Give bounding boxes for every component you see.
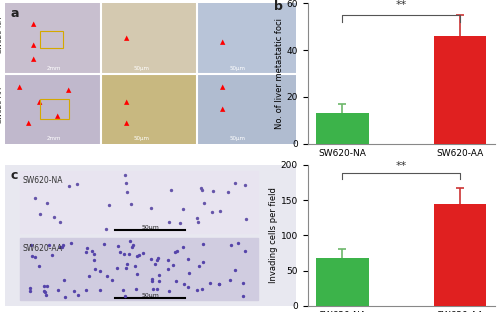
Text: c: c xyxy=(11,169,18,182)
Text: ▲: ▲ xyxy=(32,21,36,27)
Text: 50μm: 50μm xyxy=(134,136,150,141)
Text: ▲: ▲ xyxy=(124,35,130,41)
Text: ▲: ▲ xyxy=(124,99,130,105)
Bar xyxy=(434,36,486,144)
Text: ▲: ▲ xyxy=(54,113,60,119)
Text: b: b xyxy=(274,0,282,13)
Text: ▲: ▲ xyxy=(66,87,71,93)
Text: ▲: ▲ xyxy=(32,42,36,48)
Point xyxy=(376,100,384,105)
Text: SW620-AA: SW620-AA xyxy=(0,86,2,123)
Text: ▲: ▲ xyxy=(17,85,22,90)
Text: ▲: ▲ xyxy=(220,85,226,90)
Text: SW620-NA: SW620-NA xyxy=(22,176,63,185)
Text: ▲: ▲ xyxy=(220,40,226,46)
Text: 50μm: 50μm xyxy=(142,226,159,231)
Bar xyxy=(5,3,101,74)
Text: 50μm: 50μm xyxy=(230,136,246,141)
Text: SW620-NA: SW620-NA xyxy=(0,16,2,53)
Text: a: a xyxy=(11,7,20,20)
Y-axis label: No. of liver metastatic foci: No. of liver metastatic foci xyxy=(274,18,283,129)
Text: 50μm: 50μm xyxy=(142,294,159,299)
Text: 2mm: 2mm xyxy=(47,136,62,141)
Bar xyxy=(101,74,197,144)
Bar xyxy=(40,31,63,48)
Bar xyxy=(197,3,296,74)
Text: ▲: ▲ xyxy=(220,106,226,112)
Text: **: ** xyxy=(396,0,407,10)
Bar xyxy=(316,258,369,306)
Text: ▲: ▲ xyxy=(37,99,43,105)
Bar xyxy=(434,204,486,306)
Text: 50μm: 50μm xyxy=(134,66,150,71)
Bar xyxy=(316,113,369,144)
Bar xyxy=(5,74,101,144)
Text: ▲: ▲ xyxy=(32,56,36,62)
Text: **: ** xyxy=(396,161,407,171)
Text: ▲: ▲ xyxy=(26,120,31,126)
Y-axis label: Invading cells per field: Invading cells per field xyxy=(269,188,278,283)
Point xyxy=(378,72,386,77)
Bar xyxy=(101,3,197,74)
Text: 2mm: 2mm xyxy=(47,66,62,71)
Text: SW620-AA: SW620-AA xyxy=(22,244,62,253)
Bar xyxy=(40,99,69,119)
Bar xyxy=(197,74,296,144)
Text: 50μm: 50μm xyxy=(230,66,246,71)
Text: ▲: ▲ xyxy=(124,120,130,126)
